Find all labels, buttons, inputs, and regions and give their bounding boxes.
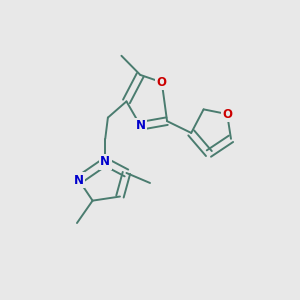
Text: O: O [222, 108, 232, 121]
Text: N: N [136, 119, 146, 132]
Text: O: O [157, 76, 167, 89]
Text: N: N [100, 155, 110, 168]
Text: N: N [74, 173, 84, 187]
